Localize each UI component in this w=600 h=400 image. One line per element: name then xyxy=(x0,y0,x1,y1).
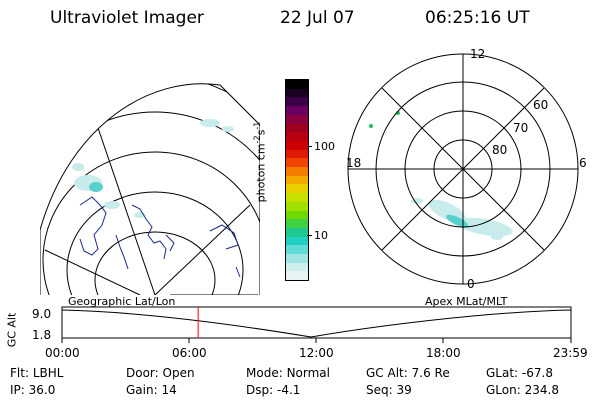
time-readout: 06:25:16 UT xyxy=(425,8,530,28)
lat-lon-grid xyxy=(40,83,260,295)
mlt-label-6: 6 xyxy=(579,156,587,170)
colorbar-band xyxy=(286,88,308,98)
colorbar-band xyxy=(286,123,308,133)
glat-label: GLat: xyxy=(486,366,519,380)
apex-coords-label: Apex MLat/MLT xyxy=(425,295,508,308)
coastline-map xyxy=(79,196,241,278)
timeline-frame xyxy=(61,306,572,339)
dsp-label: Dsp: xyxy=(246,383,274,397)
x-tick-1800: 18:00 xyxy=(426,346,461,360)
colorbar-band xyxy=(286,80,308,89)
glon-value: 234.8 xyxy=(524,383,559,397)
timeline-ticks xyxy=(61,338,572,343)
colorbar-tick-10 xyxy=(307,235,312,236)
colorbar-tick-label-100: 100 xyxy=(314,140,335,153)
glon-label: GLon: xyxy=(486,383,521,397)
door-value: Open xyxy=(162,366,195,380)
status-ip: IP: 36.0 xyxy=(10,383,55,397)
status-mode: Mode: Normal xyxy=(246,366,330,380)
glat-value: -67.8 xyxy=(521,366,553,380)
x-tick-0000: 00:00 xyxy=(45,346,80,360)
aurora-emission-geo xyxy=(72,119,234,218)
status-filter: Flt: LBHL xyxy=(10,366,63,380)
status-door: Door: Open xyxy=(126,366,195,380)
filter-label: Flt: xyxy=(10,366,29,380)
unit-exponent-2: -1 xyxy=(252,121,262,130)
colorbar-band xyxy=(286,193,308,202)
mlat-label-70: 70 xyxy=(513,121,528,135)
status-gc-alt: GC Alt: 7.6 Re xyxy=(366,366,450,380)
y-tick-1-8: 1.8 xyxy=(32,328,52,342)
colorbar-band xyxy=(286,114,308,124)
door-label: Door: xyxy=(126,366,159,380)
unit-text-s: s xyxy=(254,129,268,136)
app-title: Ultraviolet Imager xyxy=(50,8,204,28)
mode-value: Normal xyxy=(286,366,330,380)
colorbar-gradient xyxy=(286,80,308,280)
orbit-timeline[interactable] xyxy=(0,305,600,345)
colorbar-band xyxy=(286,210,308,220)
seq-label: Seq: xyxy=(366,383,393,397)
filter-value: LBHL xyxy=(32,366,64,380)
unit-text: photon cm xyxy=(254,143,268,203)
colorbar-band xyxy=(286,106,308,115)
colorbar-band xyxy=(286,97,308,107)
seq-value: 39 xyxy=(396,383,412,397)
gain-value: 14 xyxy=(161,383,177,397)
mlat-label-60: 60 xyxy=(533,98,548,112)
mlt-label-18: 18 xyxy=(346,156,361,170)
colorbar-tick-label-10: 10 xyxy=(314,229,328,242)
colorbar-band xyxy=(286,149,308,159)
mlt-label-0: 0 xyxy=(467,277,475,291)
colorbar-band xyxy=(286,158,308,168)
colorbar-band xyxy=(286,245,308,255)
status-glon: GLon: 234.8 xyxy=(486,383,559,397)
colorbar-band xyxy=(286,236,308,246)
date-readout: 22 Jul 07 xyxy=(280,8,355,28)
mlt-label-12: 12 xyxy=(470,47,485,61)
x-tick-0600: 06:00 xyxy=(172,346,207,360)
polar-mlat-mlt-plot[interactable]: 12 18 6 0 60 70 80 xyxy=(337,43,597,293)
status-seq: Seq: 39 xyxy=(366,383,412,397)
colorbar-band xyxy=(286,201,308,211)
colorbar-band xyxy=(286,254,308,263)
status-gain: Gain: 14 xyxy=(126,383,177,397)
x-tick-1200: 12:00 xyxy=(299,346,334,360)
colorbar-band xyxy=(286,167,308,176)
image-boundary xyxy=(40,83,260,295)
colorbar-band xyxy=(286,140,308,150)
mode-label: Mode: xyxy=(246,366,283,380)
status-glat: GLat: -67.8 xyxy=(486,366,553,380)
altitude-curve xyxy=(61,309,572,338)
geographic-coords-label: Geographic Lat/Lon xyxy=(68,295,176,308)
colorbar-band xyxy=(286,219,308,228)
colorbar-band xyxy=(286,271,308,280)
geographic-image-panel[interactable] xyxy=(40,55,260,295)
ip-value: 36.0 xyxy=(28,383,56,397)
aurora-emission-polar xyxy=(369,111,513,240)
status-dsp: Dsp: -4.1 xyxy=(246,383,300,397)
gc-alt-value: 7.6 Re xyxy=(411,366,450,380)
y-tick-9: 9.0 xyxy=(32,307,52,321)
colorbar-tick-100 xyxy=(307,146,312,147)
dsp-value: -4.1 xyxy=(276,383,301,397)
gc-alt-label: GC Alt: xyxy=(366,366,408,380)
ip-label: IP: xyxy=(10,383,25,397)
colorbar-band xyxy=(286,132,308,141)
polar-grid xyxy=(347,53,579,285)
x-tick-2359: 23:59 xyxy=(553,346,588,360)
mlat-label-80: 80 xyxy=(492,143,507,157)
colorbar-band xyxy=(286,227,308,237)
gain-label: Gain: xyxy=(126,383,158,397)
colorbar-band xyxy=(286,262,308,272)
colorbar-band xyxy=(286,184,308,194)
colorbar-band xyxy=(286,175,308,185)
colorbar xyxy=(285,79,309,281)
unit-exponent-1: -2 xyxy=(252,135,262,144)
